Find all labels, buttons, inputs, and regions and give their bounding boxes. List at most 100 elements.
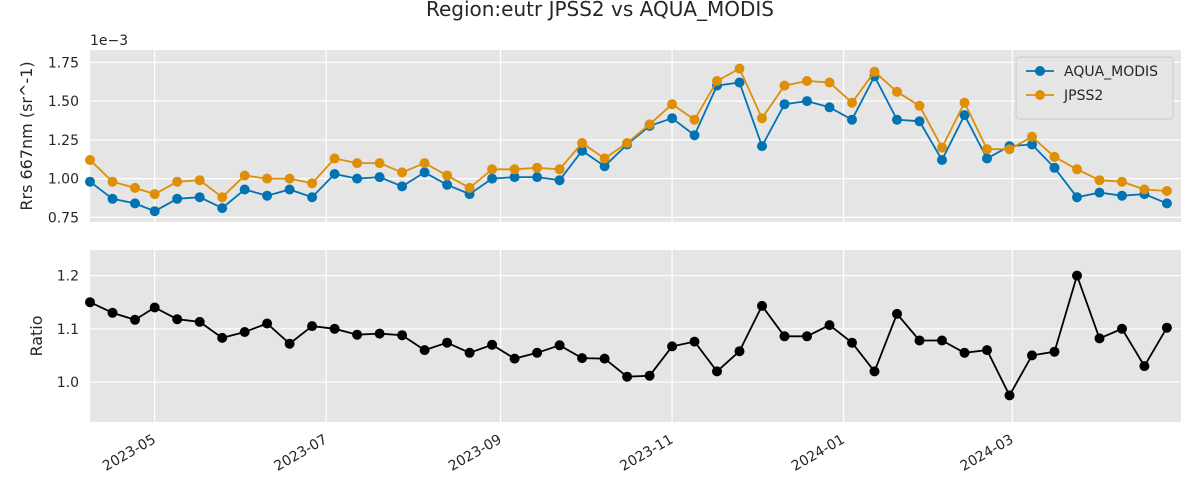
data-point	[1027, 139, 1037, 150]
data-point	[149, 302, 160, 313]
data-point	[1027, 350, 1037, 361]
data-point	[217, 332, 228, 343]
y-axis-label: Rrs 667nm (sr^-1)	[17, 61, 36, 210]
data-point	[824, 320, 835, 331]
x-tick-label: 2024-01	[789, 432, 848, 475]
data-point	[1117, 323, 1127, 334]
data-point	[802, 76, 812, 86]
data-point	[667, 99, 678, 110]
legend-label: JPSS2	[1063, 88, 1103, 104]
data-point	[892, 308, 902, 319]
data-point	[599, 153, 610, 164]
data-point	[130, 198, 140, 209]
data-point	[982, 144, 992, 155]
data-point	[667, 341, 678, 352]
data-point	[239, 170, 250, 181]
data-point	[419, 167, 430, 178]
data-point	[914, 100, 925, 111]
data-point	[239, 327, 250, 337]
data-point	[847, 337, 857, 348]
data-point	[509, 172, 520, 183]
data-point	[1049, 162, 1060, 173]
data-point	[329, 323, 340, 334]
data-point	[1027, 131, 1037, 142]
data-point	[959, 97, 970, 108]
data-point	[262, 190, 273, 201]
data-point	[869, 66, 880, 77]
data-point	[329, 153, 340, 164]
data-point	[194, 192, 205, 203]
data-point	[689, 114, 700, 125]
data-point	[914, 116, 925, 127]
data-point	[554, 164, 565, 175]
data-point	[757, 141, 767, 152]
data-point	[352, 329, 363, 340]
panel-1: 0.75 1.00 1.25 1.50 1.75 Rrs 667nm (sr^-1) 1e−…	[17, 33, 1181, 226]
data-point	[892, 114, 902, 125]
data-point	[374, 158, 385, 169]
data-point	[937, 335, 947, 346]
data-point	[487, 164, 498, 175]
data-point	[239, 184, 250, 195]
y-tick-label: 1.1	[57, 322, 79, 338]
data-point	[307, 178, 318, 189]
x-tick-label: 2023-09	[446, 432, 505, 475]
data-point	[982, 345, 992, 356]
plot-background	[90, 250, 1181, 422]
data-point	[1049, 151, 1060, 162]
data-point	[284, 338, 295, 349]
data-point	[194, 175, 205, 186]
x-tick-label: 2023-07	[272, 432, 331, 475]
data-point	[1139, 361, 1150, 372]
data-point	[824, 102, 835, 113]
data-point	[464, 347, 475, 358]
data-point	[329, 169, 340, 179]
y-tick-label: 0.75	[48, 210, 79, 226]
data-point	[532, 347, 543, 358]
data-point	[217, 192, 228, 203]
data-point	[284, 173, 295, 184]
data-point	[487, 173, 498, 184]
data-point	[734, 346, 745, 357]
data-point	[779, 331, 790, 342]
data-point	[442, 170, 453, 181]
data-point	[1072, 270, 1082, 281]
data-point	[532, 172, 543, 183]
data-point	[130, 182, 140, 193]
data-point	[577, 138, 588, 148]
data-point	[869, 366, 880, 377]
data-point	[937, 155, 947, 165]
data-point	[307, 321, 318, 332]
data-point	[419, 345, 430, 356]
data-point	[622, 138, 633, 148]
data-point	[442, 337, 453, 348]
data-point	[689, 130, 700, 141]
data-point	[847, 97, 857, 108]
data-point	[554, 340, 565, 351]
data-point	[667, 113, 678, 124]
data-point	[824, 77, 835, 88]
data-point	[757, 113, 767, 124]
data-point	[172, 193, 183, 204]
data-point	[712, 76, 722, 86]
x-tick-label: 2023-11	[617, 432, 676, 475]
data-point	[130, 314, 140, 325]
data-point	[1161, 322, 1172, 333]
data-point	[1117, 176, 1127, 187]
data-point	[397, 330, 408, 341]
data-point	[689, 336, 700, 347]
x-tick-label: 2023-05	[100, 432, 159, 475]
data-point	[802, 96, 812, 107]
data-point	[509, 164, 520, 175]
data-point	[1094, 333, 1105, 344]
data-point	[284, 184, 295, 195]
data-point	[599, 161, 610, 172]
data-point	[532, 162, 543, 173]
legend-marker	[1035, 90, 1045, 100]
data-point	[892, 86, 902, 97]
data-point	[914, 335, 925, 346]
data-point	[982, 153, 992, 164]
data-point	[1049, 346, 1060, 357]
y-tick-label: 1.25	[48, 133, 79, 149]
